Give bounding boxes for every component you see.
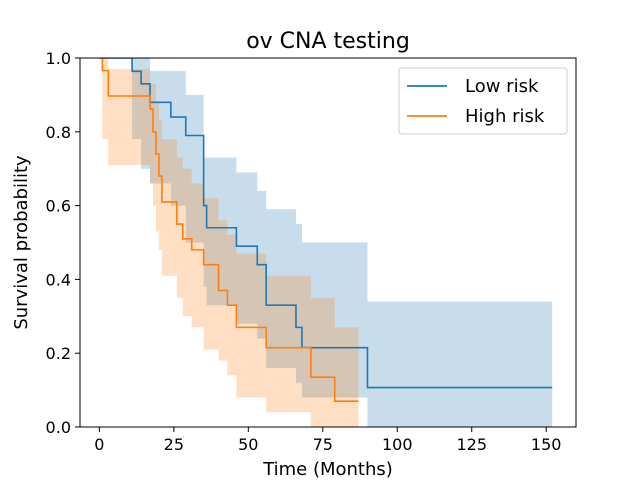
legend-box <box>398 67 568 135</box>
x-tick-label: 75 <box>313 435 333 454</box>
x-tick-label: 25 <box>164 435 184 454</box>
confidence-band-low-risk <box>99 58 553 427</box>
y-tick-label: 0.0 <box>46 418 71 437</box>
y-tick-label: 0.2 <box>46 344 71 363</box>
x-tick-label: 125 <box>456 435 487 454</box>
chart-title: ov CNA testing <box>246 29 410 54</box>
survival-curve-low-risk <box>99 58 553 389</box>
y-tick-label: 0.6 <box>46 197 71 216</box>
axes: 0 25 50 75 100 125 150 0.0 0.2 0.4 0.6 0.8 1.0 <box>46 49 577 454</box>
survival-curve-high-risk <box>99 58 359 402</box>
legend: Low risk High risk <box>398 67 568 135</box>
y-tick-label: 0.4 <box>46 270 71 289</box>
x-tick-label: 100 <box>382 435 413 454</box>
confidence-band-high-risk <box>99 58 359 427</box>
legend-label-high-risk: High risk <box>465 106 545 127</box>
y-tick-label: 0.8 <box>46 123 71 142</box>
legend-label-low-risk: Low risk <box>465 76 539 97</box>
y-axis-label: Survival probability <box>11 155 32 330</box>
plot-frame <box>79 57 577 428</box>
x-axis-label: Time (Months) <box>262 459 393 480</box>
x-tick-label: 0 <box>94 435 104 454</box>
x-tick-label: 50 <box>238 435 258 454</box>
y-tick-label: 1.0 <box>46 49 71 68</box>
plot-area <box>99 58 553 427</box>
x-tick-label: 150 <box>531 435 562 454</box>
